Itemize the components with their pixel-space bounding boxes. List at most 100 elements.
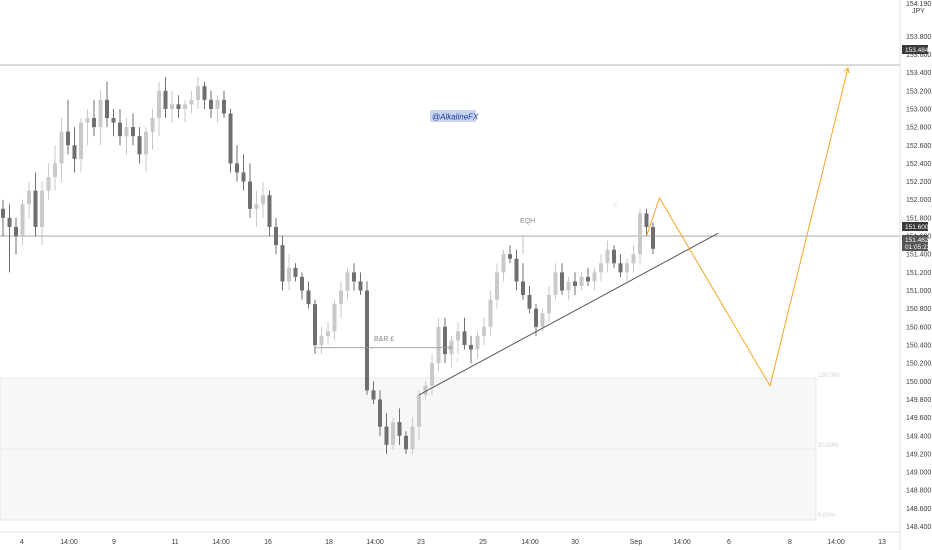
candle-body xyxy=(280,245,285,282)
time-tick-label: 25 xyxy=(479,539,487,546)
time-tick-label: 30 xyxy=(571,539,579,546)
candle-body xyxy=(131,127,135,137)
candle-body xyxy=(592,272,597,282)
candle-body xyxy=(176,104,181,109)
price-tick-label: 153.600 xyxy=(906,52,931,59)
price-tick-label: 151.000 xyxy=(906,288,931,295)
time-tick-label: 14:00 xyxy=(521,539,539,546)
candle-body xyxy=(111,118,116,123)
eqh-label: EQH xyxy=(520,218,535,225)
candle-body xyxy=(527,295,532,309)
time-tick-label: 23 xyxy=(417,539,425,546)
price-tick-label: 150.000 xyxy=(906,379,931,386)
annotation-layer: @AlkalineFX B&R £ EQH c c 150.000 50.00%… xyxy=(374,110,840,519)
price-tick-label: 151.200 xyxy=(906,270,931,277)
time-tick-label: 18 xyxy=(325,539,333,546)
zone-top-label: 150.000 xyxy=(818,373,840,379)
time-tick-label: 14:00 xyxy=(673,539,691,546)
candle-body xyxy=(300,276,304,291)
candle-body xyxy=(599,263,603,273)
candle-body xyxy=(553,272,558,296)
time-tick-label: 8 xyxy=(788,539,792,546)
price-tick-label: 148.600 xyxy=(906,506,931,513)
candle-body xyxy=(560,272,564,291)
candle-body xyxy=(306,290,311,305)
candle-body xyxy=(651,226,655,249)
candle-body xyxy=(579,276,584,286)
candle-body xyxy=(430,363,434,386)
price-tick-label: 152.800 xyxy=(906,125,931,132)
candle-body xyxy=(573,281,577,286)
bnr-label: B&R £ xyxy=(374,336,394,343)
price-tick-label: 150.400 xyxy=(906,342,931,349)
watermark-text: @AlkalineFX xyxy=(432,113,479,122)
candle-body xyxy=(137,136,142,155)
candle-body xyxy=(46,177,51,191)
candle-body xyxy=(20,204,25,237)
watermark-background xyxy=(430,110,476,122)
candle-body xyxy=(118,122,122,137)
price-tick-label: 152.400 xyxy=(906,161,931,168)
price-tick-label: 152.000 xyxy=(906,197,931,204)
candle-body xyxy=(189,99,194,105)
price-tick-label: 148.400 xyxy=(906,524,931,531)
zone-mid-label: 50.00% xyxy=(818,443,839,449)
candle-body xyxy=(40,190,44,227)
price-tags-layer: 153.484 151.600 151.462 01:05:23 xyxy=(902,45,931,251)
candle-body xyxy=(404,435,408,450)
candle-body xyxy=(488,299,493,327)
candle-body xyxy=(378,399,382,427)
candle-body xyxy=(462,331,467,345)
candle-body xyxy=(248,181,252,209)
candle-body xyxy=(495,272,499,300)
candle-body xyxy=(586,276,590,282)
price-tick-label: 151.400 xyxy=(906,252,931,259)
candle-body xyxy=(313,304,317,345)
time-tick-label: 14:00 xyxy=(60,539,78,546)
candle-body xyxy=(72,145,77,159)
candle-body xyxy=(456,331,460,341)
candle-body xyxy=(547,295,551,314)
candle-body xyxy=(423,385,428,395)
currency-label-line1: 154.190 xyxy=(906,1,931,8)
candle-body xyxy=(540,313,545,327)
levels-layer xyxy=(0,64,900,237)
time-tick-label: 4 xyxy=(20,539,24,546)
candle-body xyxy=(638,213,642,255)
candle-body xyxy=(521,281,525,296)
time-tick-label: 14:00 xyxy=(366,539,384,546)
candle-body xyxy=(612,249,616,264)
candle-body xyxy=(274,226,278,246)
break-and-retest-arrowhead xyxy=(448,345,453,351)
current-price-tag-bg xyxy=(902,235,928,251)
candle-body xyxy=(358,281,363,291)
candle-body xyxy=(625,263,629,273)
candle-body xyxy=(293,267,298,277)
candle-body xyxy=(365,290,369,391)
price-tick-label: 149.800 xyxy=(906,397,931,404)
candle-body xyxy=(417,394,421,427)
candle-body xyxy=(287,267,291,282)
candle-body xyxy=(85,118,90,123)
level-mid-tag-bg xyxy=(902,222,928,231)
small-mark: c xyxy=(614,203,617,209)
candle-body xyxy=(534,308,538,327)
candle-body xyxy=(501,254,506,273)
candle-body xyxy=(482,326,486,336)
candle-body xyxy=(170,104,174,109)
price-tick-label: 153.800 xyxy=(906,34,931,41)
candle-body xyxy=(228,113,233,164)
candle-body xyxy=(7,217,12,227)
price-tick-label: 150.200 xyxy=(906,361,931,368)
candle-body xyxy=(235,163,239,173)
candle-body xyxy=(59,131,64,164)
candle-body xyxy=(163,90,168,109)
candle-body xyxy=(508,254,512,259)
candle-body xyxy=(202,86,207,100)
time-tick-label: 14:00 xyxy=(827,539,845,546)
candle-body xyxy=(332,304,337,332)
ascending-trendline xyxy=(418,232,719,396)
candle-body xyxy=(566,281,571,291)
candle-body xyxy=(514,258,519,282)
